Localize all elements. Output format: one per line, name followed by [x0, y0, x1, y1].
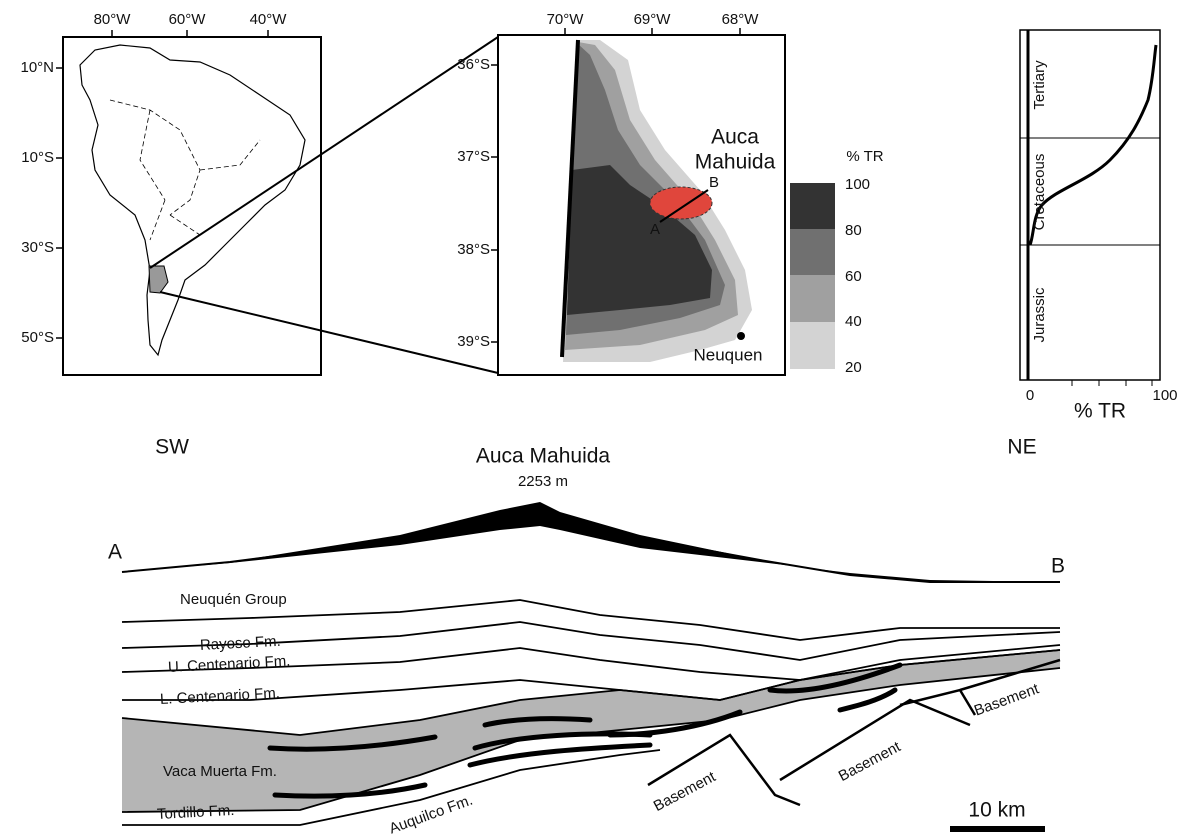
legend-label: 100 [845, 176, 870, 193]
x-title: % TR [1074, 400, 1126, 423]
lat-label: 10°N [20, 59, 54, 76]
lon-label: 80°W [94, 11, 132, 28]
scale-label: 10 km [968, 799, 1025, 822]
cross-section: SW NE Auca Mahuida 2253 m A B Neuquén Gr… [108, 436, 1065, 837]
lat-label: 39°S [457, 333, 490, 350]
surface [122, 506, 1060, 582]
unit-label: Tordillo Fm. [157, 802, 235, 823]
basement-label: Basement [651, 768, 719, 815]
point-label: B [709, 174, 719, 191]
inset-map: 70°W 69°W 68°W 36°S 37°S 38°S 39°S Auca … [457, 11, 785, 375]
page: {"location_map": {"lon_labels": ["80°W",… [0, 0, 1193, 837]
lon-label: 69°W [634, 11, 672, 28]
legend-title: % TR [846, 148, 883, 165]
unit-label: Neuquén Group [180, 591, 287, 608]
direction-label: SW [155, 436, 189, 459]
lat-label: 38°S [457, 241, 490, 258]
point-label: A [650, 221, 660, 238]
volcanic-cover [122, 502, 1060, 582]
tr-profile: Tertiary Cretaceous Jurassic 0 100 % TR [1020, 30, 1178, 423]
x-tick-label: 0 [1026, 387, 1034, 404]
lon-label: 40°W [250, 11, 288, 28]
legend-label: 80 [845, 222, 862, 239]
lat-label: 37°S [457, 148, 490, 165]
figure: 80°W 60°W 40°W 10°N 10°S 30°S 50°S 70°W … [0, 0, 1193, 837]
lon-label: 60°W [169, 11, 207, 28]
basement-label: Basement [972, 680, 1042, 719]
lat-label: 50°S [21, 329, 54, 346]
period-label: Tertiary [1031, 60, 1048, 110]
unit-label: Rayoso Fm. [200, 633, 282, 654]
legend-label: 20 [845, 359, 862, 376]
legend-label: 40 [845, 313, 862, 330]
city-label: Neuquen [693, 345, 762, 364]
unit-label: Vaca Muerta Fm. [163, 763, 277, 780]
lon-label: 68°W [722, 11, 760, 28]
basement-label: Basement [836, 738, 904, 785]
point-label: B [1051, 555, 1065, 578]
point-label: A [108, 541, 122, 564]
location-map: 80°W 60°W 40°W 10°N 10°S 30°S 50°S [20, 11, 498, 375]
peak-elevation: 2253 m [518, 473, 568, 490]
unit-label: U. Centenario Fm. [168, 653, 291, 676]
period-label: Cretaceous [1031, 154, 1048, 231]
direction-label: NE [1007, 436, 1036, 459]
peak-name: Auca Mahuida [476, 445, 611, 468]
lat-label: 30°S [21, 239, 54, 256]
lat-label: 36°S [457, 56, 490, 73]
x-tick-label: 100 [1152, 387, 1177, 404]
lon-label: 70°W [547, 11, 585, 28]
legend-swatch [790, 322, 835, 369]
area-label: Mahuida [695, 151, 776, 174]
legend: % TR 100 80 60 40 20 [790, 148, 884, 376]
area-label: Auca [711, 126, 759, 149]
unit-label: L. Centenario Fm. [160, 685, 281, 708]
period-label: Jurassic [1031, 287, 1048, 343]
legend-swatch [790, 229, 835, 275]
legend-swatch [790, 275, 835, 322]
legend-label: 60 [845, 268, 862, 285]
ticks [1072, 380, 1152, 386]
study-ellipse [650, 187, 712, 219]
lat-label: 10°S [21, 149, 54, 166]
legend-swatch [790, 183, 835, 229]
city-dot [737, 332, 745, 340]
unit-label: Auquilco Fm. [387, 792, 475, 837]
